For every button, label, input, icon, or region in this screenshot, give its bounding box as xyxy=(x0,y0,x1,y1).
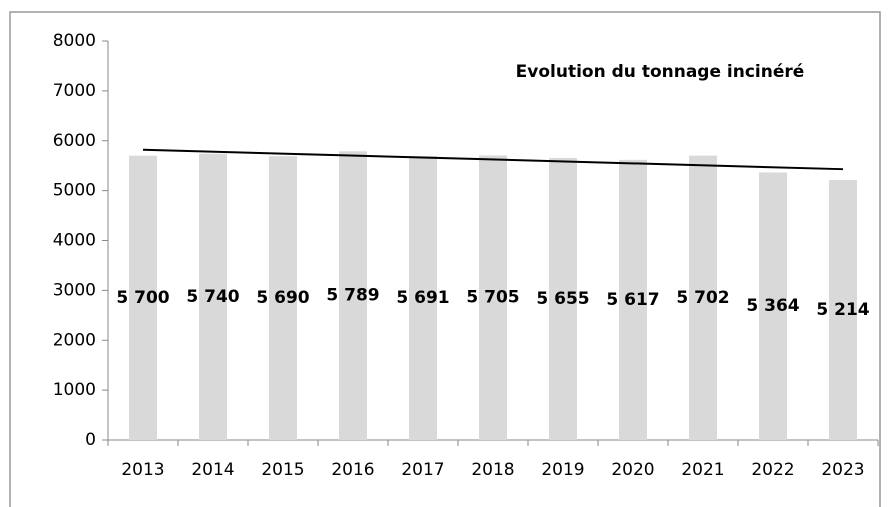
x-tick-label: 2021 xyxy=(681,460,724,480)
value-label: 5 740 xyxy=(186,287,239,307)
y-tick-label: 8000 xyxy=(53,31,96,51)
bar xyxy=(619,159,647,441)
x-tick-label: 2022 xyxy=(751,460,794,480)
y-tick-label: 4000 xyxy=(53,231,96,251)
bar xyxy=(479,155,507,440)
value-label: 5 364 xyxy=(746,296,799,316)
value-label: 5 655 xyxy=(536,289,589,309)
value-label: 5 705 xyxy=(466,288,519,308)
x-tick-label: 2014 xyxy=(191,460,234,480)
bar xyxy=(269,156,297,440)
x-tick-label: 2018 xyxy=(471,460,514,480)
value-label: 5 690 xyxy=(256,288,309,308)
x-tick-label: 2017 xyxy=(401,460,444,480)
y-tick-label: 2000 xyxy=(53,330,96,350)
x-tick-label: 2013 xyxy=(121,460,164,480)
bar xyxy=(339,151,367,440)
value-label: 5 789 xyxy=(326,286,379,306)
y-tick-label: 0 xyxy=(85,430,96,450)
y-tick-label: 1000 xyxy=(53,380,96,400)
value-label: 5 702 xyxy=(676,288,729,308)
bar xyxy=(129,155,157,440)
bar xyxy=(409,156,437,440)
x-tick-label: 2020 xyxy=(611,460,654,480)
bar xyxy=(689,155,717,441)
value-label: 5 691 xyxy=(396,288,449,308)
y-tick-label: 6000 xyxy=(53,131,96,151)
chart-frame xyxy=(9,11,881,507)
x-tick-label: 2019 xyxy=(541,460,584,480)
value-label: 5 700 xyxy=(116,288,169,308)
x-tick-label: 2023 xyxy=(821,460,864,480)
chart-title: Evolution du tonnage incinéré xyxy=(516,62,805,82)
bar xyxy=(759,172,787,440)
y-tick-label: 3000 xyxy=(53,280,96,300)
bar xyxy=(199,153,227,440)
trendline xyxy=(142,148,844,171)
bar xyxy=(549,157,577,440)
y-tick-label: 5000 xyxy=(53,181,96,201)
value-label: 5 617 xyxy=(606,290,659,310)
bar xyxy=(829,179,857,440)
y-tick-label: 7000 xyxy=(53,81,96,101)
x-tick-label: 2015 xyxy=(261,460,304,480)
x-tick-label: 2016 xyxy=(331,460,374,480)
value-label: 5 214 xyxy=(816,300,869,320)
